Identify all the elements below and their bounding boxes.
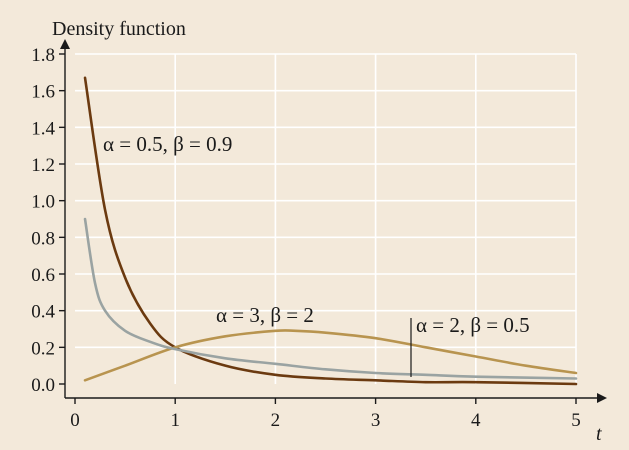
y-tick-label-2: 0.4	[31, 302, 55, 323]
x-tick-label-4: 4	[471, 410, 481, 431]
annotation-series-2: α = 3, β = 2	[216, 303, 314, 327]
y-tick-label-3: 0.6	[31, 265, 55, 286]
annotation-series-3: α = 2, β = 0.5	[416, 313, 530, 337]
tick-labels: 0 1 2 3 4 5 0.0 0.2 0.4 0.6 0.8 1.0 1.2 1.4 1.6 1.8	[31, 45, 581, 431]
x-axis-title: t	[596, 423, 602, 445]
y-tick-label-5: 1.0	[31, 192, 55, 213]
y-tick-label-4: 0.8	[31, 228, 55, 249]
y-tick-label-6: 1.2	[31, 155, 55, 176]
x-tick-label-5: 5	[571, 410, 581, 431]
grid-lines	[75, 53, 577, 384]
x-tick-label-1: 1	[170, 410, 180, 431]
y-tick-label-8: 1.6	[31, 82, 55, 103]
y-axis-title: Density function	[52, 18, 186, 40]
x-tick-label-2: 2	[271, 410, 281, 431]
series-line-1	[83, 76, 578, 386]
x-tick-label-0: 0	[70, 410, 80, 431]
series-line-2	[83, 329, 578, 382]
y-tick-label-9: 1.8	[31, 45, 55, 66]
axes	[59, 39, 607, 404]
y-tick-label-1: 0.2	[31, 338, 55, 359]
x-tick-label-3: 3	[371, 410, 381, 431]
series-line-3	[83, 217, 578, 380]
annotation-series-1: α = 0.5, β = 0.9	[103, 132, 232, 156]
y-axis-arrow	[60, 39, 70, 49]
x-axis-arrow	[597, 393, 607, 403]
y-tick-label-7: 1.4	[31, 118, 55, 139]
y-tick-label-0: 0.0	[31, 375, 55, 396]
series-lines	[83, 76, 578, 386]
